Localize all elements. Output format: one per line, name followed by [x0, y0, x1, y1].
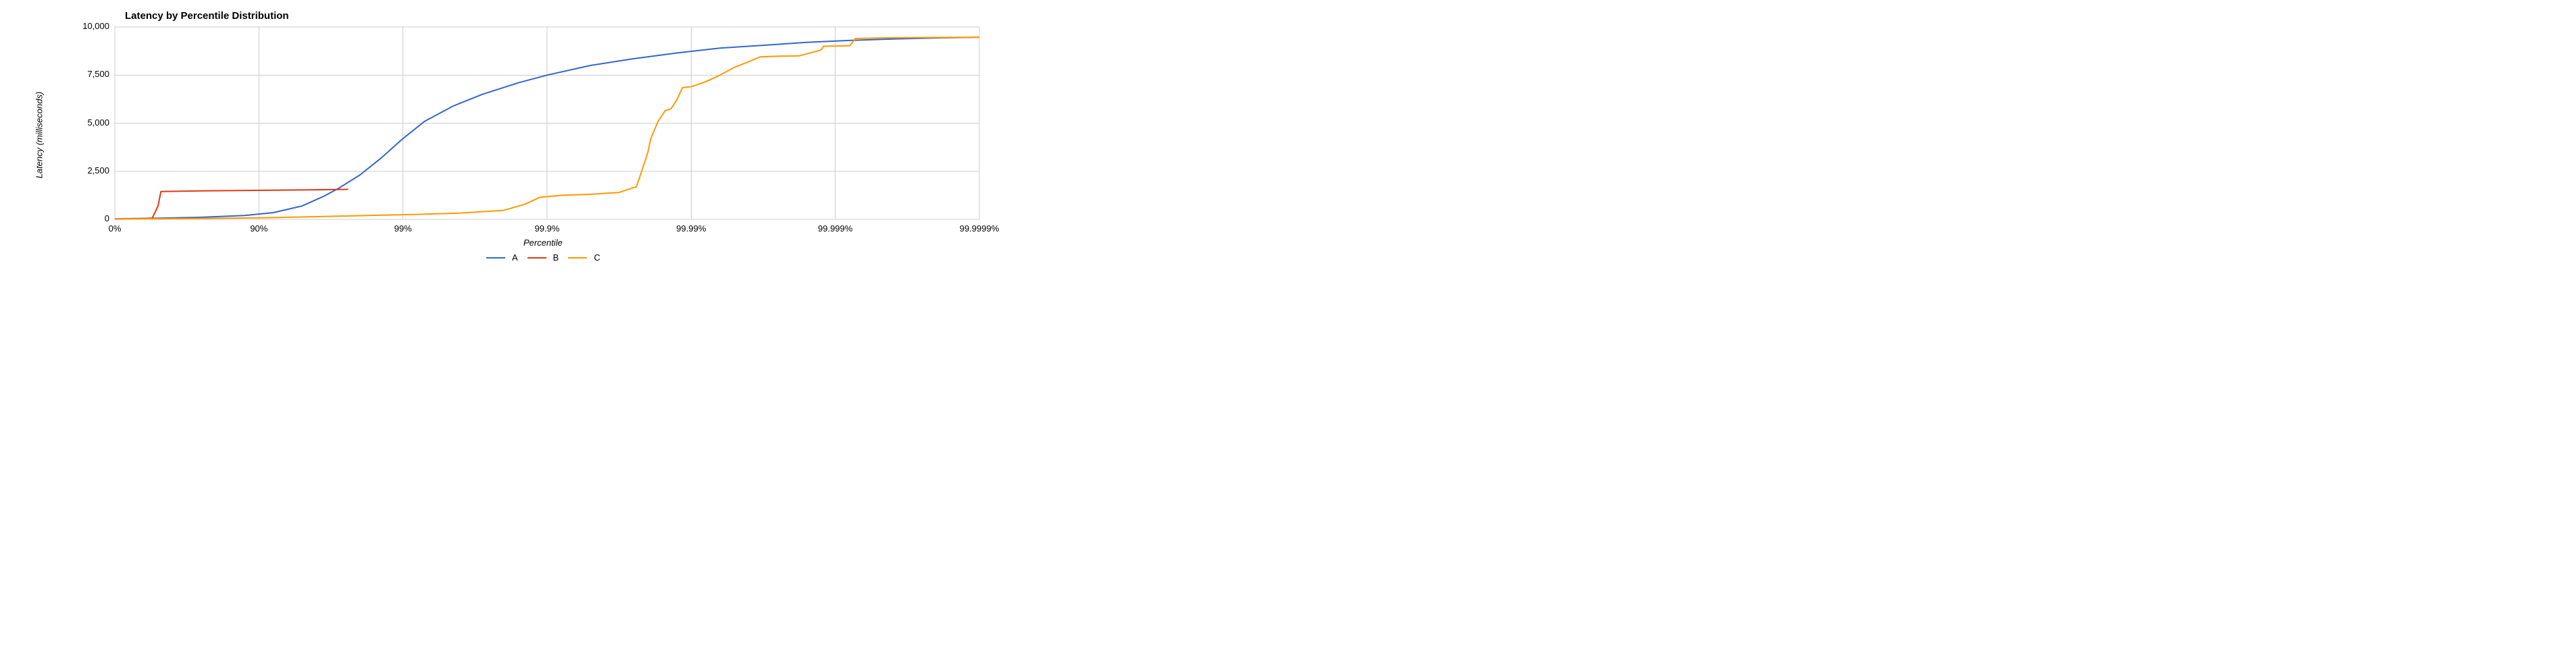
y-tick-label: 2,500 [69, 165, 109, 176]
x-tick-label: 99.99% [676, 223, 706, 234]
x-tick-label: 90% [250, 223, 267, 234]
legend-item-A: A [486, 252, 518, 263]
y-tick-label: 7,500 [69, 69, 109, 79]
y-tick-label: 5,000 [69, 117, 109, 128]
y-tick-label: 10,000 [69, 21, 109, 31]
legend-item-C: C [568, 252, 600, 263]
x-tick-label: 99.9% [535, 223, 560, 234]
chart-legend: A B C [486, 252, 600, 263]
x-tick-label: 99.9999% [960, 223, 1000, 234]
x-tick-label: 0% [109, 223, 122, 234]
legend-item-B: B [527, 252, 559, 263]
x-tick-label: 99.999% [818, 223, 852, 234]
x-tick-label: 99% [394, 223, 412, 234]
legend-swatch [568, 257, 587, 259]
legend-swatch [527, 257, 546, 259]
latency-chart [0, 0, 1066, 268]
legend-label: B [553, 252, 559, 263]
y-tick-label: 0 [69, 213, 109, 223]
legend-label: A [512, 252, 518, 263]
legend-label: C [594, 252, 600, 263]
legend-swatch [486, 257, 505, 259]
series-B [115, 190, 349, 219]
